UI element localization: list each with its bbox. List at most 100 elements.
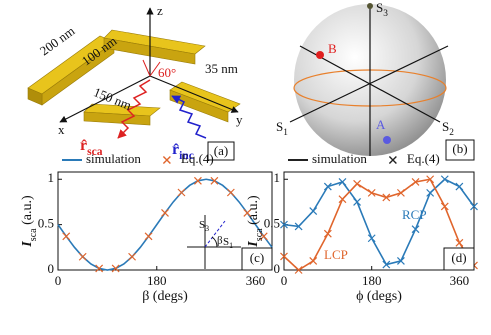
angle-label: 60° (158, 65, 176, 80)
scattered-label-sub: sca (87, 146, 103, 158)
y-axis-label-main: I (20, 241, 35, 248)
inset-label: S3 (199, 219, 209, 234)
incident-label-main: r̂ (172, 141, 179, 158)
y-axis-label-rest: (a.u.) (246, 195, 261, 228)
scattered-label-main: r̂ (80, 137, 87, 154)
axis-label: y (236, 112, 243, 127)
marker (243, 208, 252, 217)
scattered-wave (117, 79, 151, 139)
marker (193, 176, 202, 185)
legend-label: simulation (312, 151, 367, 166)
marker (470, 202, 478, 211)
series-label: LCP (324, 247, 348, 262)
dimension: 200 nm (37, 23, 78, 58)
marker (111, 264, 120, 273)
marker (309, 207, 318, 215)
legend-marker (162, 156, 171, 164)
marker (411, 178, 420, 186)
marker (144, 232, 153, 241)
marker (128, 252, 137, 261)
point-b (316, 51, 324, 59)
marker (396, 257, 405, 265)
stokes-label-sub: 1 (283, 128, 288, 138)
marker (396, 188, 405, 197)
marker (294, 222, 303, 231)
stokes-label: S1 (276, 119, 288, 138)
marker (309, 257, 318, 265)
inset-vector (204, 220, 226, 248)
marker (78, 252, 87, 261)
stokes-label-main: S (376, 0, 383, 15)
bar (27, 87, 43, 106)
y-axis-label-main: I (246, 241, 261, 248)
marker (62, 232, 71, 241)
point-label: B (328, 41, 337, 56)
x-tick-label: 0 (55, 273, 62, 288)
marker (382, 193, 391, 202)
plot-frame (57, 171, 273, 271)
stokes-label-sub: 3 (383, 9, 388, 19)
axis-y (149, 75, 239, 113)
marker (95, 264, 104, 273)
marker (353, 179, 362, 188)
angle-mark (142, 59, 161, 77)
marker (161, 208, 169, 217)
x-tick-label: 360 (450, 273, 470, 288)
marker (440, 175, 449, 184)
panel-tag: (c) (250, 250, 264, 265)
axis-x (59, 75, 151, 123)
panel-tag-box (207, 141, 235, 161)
y-axis-label: Isca (a.u.) (246, 195, 265, 248)
y-axis-label: Isca (a.u.) (20, 195, 39, 248)
marker (226, 188, 235, 197)
marker (338, 178, 347, 186)
stokes-label-main: S (442, 119, 449, 134)
pole (367, 3, 373, 9)
x-tick-label: 0 (281, 273, 288, 288)
x-axis-label: ϕ (degs) (356, 289, 402, 304)
y-tick-label: 0.5 (38, 216, 54, 231)
y-tick-label: 0 (274, 261, 281, 276)
axis-label: x (58, 122, 65, 137)
panel-a (27, 7, 241, 161)
panel-tag-box (241, 247, 273, 271)
marker (367, 188, 376, 197)
panel-tag: (b) (452, 141, 467, 156)
x-axis-label: β (degs) (142, 289, 188, 304)
scattered-label: r̂sca (80, 137, 103, 158)
marker (323, 182, 332, 191)
axis-s2 (299, 45, 441, 123)
marker (280, 220, 288, 229)
point-a (383, 136, 391, 144)
y-axis-label-sub: sca (28, 228, 39, 241)
dimension: 35 nm (205, 61, 238, 76)
marker (426, 175, 435, 184)
legend-label: Eq.(4) (181, 151, 214, 166)
legend-label: simulation (86, 151, 141, 166)
x-tick-label: 180 (147, 273, 167, 288)
axis-label: z (157, 3, 163, 18)
line (57, 178, 273, 271)
marker (210, 176, 219, 185)
y-tick-label: 1 (274, 170, 281, 185)
marker (455, 238, 464, 247)
marker (280, 252, 288, 261)
point-label: A (376, 117, 386, 132)
y-axis-label-sub: sca (254, 228, 265, 241)
inset-label-main: S (199, 219, 205, 231)
stokes-label-main: S (276, 119, 283, 134)
legend-marker (388, 156, 397, 164)
bar (169, 89, 229, 123)
marker (338, 195, 347, 204)
line (283, 178, 475, 272)
marker (177, 188, 186, 197)
marker (382, 260, 391, 269)
marker (259, 232, 268, 241)
marker (440, 202, 449, 211)
marker (294, 266, 303, 274)
marker (323, 229, 332, 238)
inset-label-main: S (223, 236, 229, 248)
stokes-label-sub: 2 (449, 128, 454, 138)
inset-arc (211, 236, 218, 248)
